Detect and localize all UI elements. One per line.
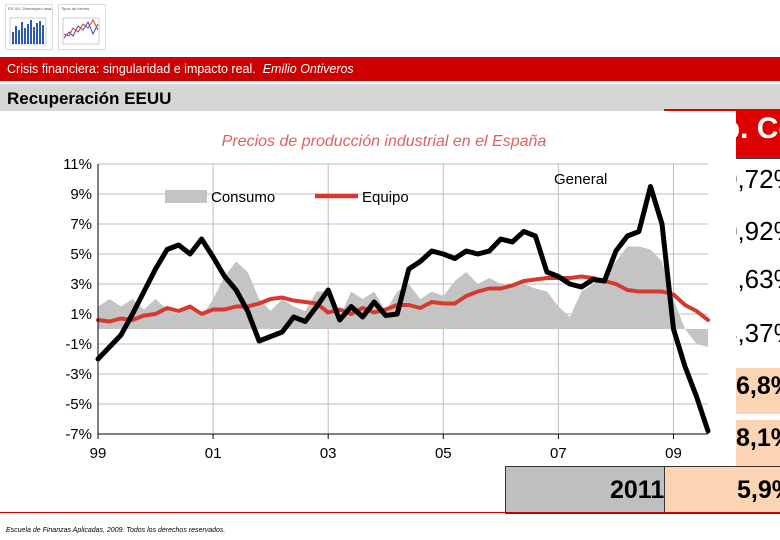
table-cell: 0,92% bbox=[735, 216, 780, 246]
thumbnail-chart-icon bbox=[9, 17, 47, 45]
y-tick-label: 1% bbox=[70, 306, 92, 323]
table-value: 5,9% bbox=[737, 476, 780, 504]
y-tick-label: -3% bbox=[65, 366, 92, 383]
thumbnail-title: EE.UU. Desempleo tasa, pero se aproxima bbox=[8, 6, 53, 11]
series-label-general: General bbox=[554, 171, 607, 188]
x-tick-label: 07 bbox=[550, 445, 567, 462]
x-tick-label: 05 bbox=[435, 445, 452, 462]
slide-thumbnail-1[interactable]: EE.UU. Desempleo tasa, pero se aproxima bbox=[5, 4, 53, 50]
x-tick-label: 03 bbox=[320, 445, 337, 462]
chart-lines-layer bbox=[95, 184, 711, 434]
legend-label-consumo: Consumo bbox=[211, 189, 275, 206]
legend-swatch-consumo bbox=[165, 190, 207, 203]
table-cell: 2,63% bbox=[735, 264, 780, 294]
thumbnail-chart-icon bbox=[62, 17, 100, 45]
table-cell: 6,8% bbox=[736, 368, 780, 414]
y-tick-label: 3% bbox=[70, 276, 92, 293]
y-tick-label: 11% bbox=[63, 156, 92, 173]
x-tick-label: 01 bbox=[205, 445, 222, 462]
thumbnail-title: Tipos de interes bbox=[61, 6, 90, 11]
slide-thumbnail-2[interactable]: Tipos de interes bbox=[58, 4, 106, 50]
author-name: Emilio Ontiveros bbox=[262, 62, 354, 76]
y-tick-label: -7% bbox=[65, 426, 92, 443]
y-tick-label: -1% bbox=[65, 336, 92, 353]
footer-divider bbox=[0, 512, 780, 513]
chart-title: Precios de producción industrial en el E… bbox=[222, 133, 547, 150]
table-value-cell: 5,9% bbox=[664, 466, 780, 514]
section-title: Recuperación EEUU bbox=[7, 89, 172, 108]
y-tick-label: 5% bbox=[70, 246, 92, 263]
table-cell: 8,1% bbox=[736, 420, 780, 466]
chart-legend: Consumo Equipo General bbox=[165, 171, 607, 206]
table-cell: 3,37% bbox=[735, 318, 780, 348]
legend-label-equipo: Equipo bbox=[362, 189, 409, 206]
x-tick-label: 99 bbox=[90, 445, 107, 462]
y-tick-label: 9% bbox=[70, 186, 92, 203]
footer-copyright: Escuela de Finanzas Aplicadas, 2009. Tod… bbox=[6, 527, 226, 534]
x-tick-label: 09 bbox=[665, 445, 682, 462]
presentation-subtitle: Crisis financiera: singularidad e impact… bbox=[7, 62, 256, 76]
chart-panel: Precios de producción industrial en el E… bbox=[0, 111, 736, 466]
header-band: Crisis financiera: singularidad e impact… bbox=[0, 57, 780, 81]
table-year: 2011 bbox=[610, 476, 665, 504]
series-line-general bbox=[95, 184, 711, 434]
line-chart: Precios de producción industrial en el E… bbox=[63, 133, 711, 462]
chart-axes: 11% 9% 7% 5% 3% 1% -1% -3% -5% -7% 99 01 03 05 07 09 bbox=[63, 156, 708, 462]
header-band-text: Crisis financiera: singularidad e impact… bbox=[7, 62, 354, 76]
y-tick-label: -5% bbox=[65, 396, 92, 413]
table-year-cell: 2011 bbox=[505, 466, 665, 514]
table-cell: 0,72% bbox=[735, 164, 780, 194]
y-tick-label: 7% bbox=[70, 216, 92, 233]
section-title-band: Recuperación EEUU bbox=[0, 84, 780, 111]
chart-grid bbox=[97, 163, 708, 435]
